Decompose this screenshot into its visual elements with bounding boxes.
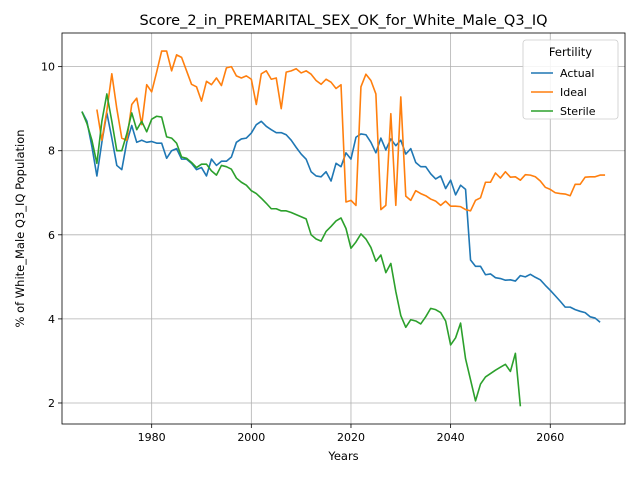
y-axis-label: % of White_Male Q3_IQ Population <box>13 129 27 327</box>
legend-label-actual: Actual <box>560 67 594 80</box>
legend-title: Fertility <box>549 45 592 59</box>
x-tick-label: 2000 <box>237 431 265 444</box>
legend-items: Actual Ideal Sterile <box>531 67 596 118</box>
x-axis: 1980 2000 2020 2040 2060 <box>138 424 564 444</box>
x-axis-label: Years <box>327 449 358 463</box>
series-line-actual <box>81 111 601 323</box>
y-tick-label: 4 <box>48 313 55 326</box>
legend: Fertility Actual Ideal Sterile <box>522 39 619 120</box>
x-tick-label: 2060 <box>536 431 564 444</box>
series-line-sterile <box>81 93 522 407</box>
y-tick-label: 8 <box>48 145 55 158</box>
series-line-ideal <box>96 50 606 212</box>
y-axis: 2 4 6 8 10 <box>41 61 62 410</box>
chart-title: Score_2_in_PREMARITAL_SEX_OK_for_White_M… <box>139 13 547 29</box>
y-tick-label: 10 <box>41 61 55 74</box>
plot-frame <box>61 32 626 425</box>
x-tick-label: 2040 <box>437 431 465 444</box>
legend-box <box>522 39 619 120</box>
y-tick-label: 6 <box>48 229 55 242</box>
legend-label-sterile: Sterile <box>560 105 596 118</box>
series-layer <box>81 50 606 407</box>
x-tick-label: 1980 <box>138 431 166 444</box>
legend-label-ideal: Ideal <box>560 86 587 99</box>
x-tick-label: 2020 <box>337 431 365 444</box>
y-tick-label: 2 <box>48 397 55 410</box>
